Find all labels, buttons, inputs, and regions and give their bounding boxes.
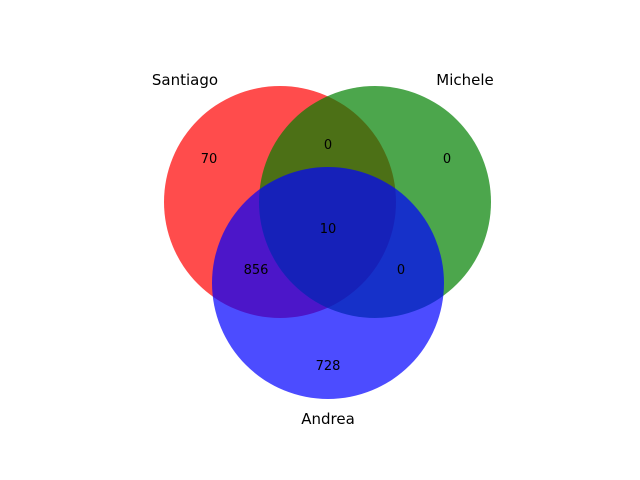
region-michele-only: 0 [443, 152, 451, 167]
set-label-andrea: Andrea [301, 410, 355, 428]
region-santiago-michele: 0 [324, 138, 332, 153]
region-santiago-andrea: 856 [244, 263, 269, 278]
region-santiago-only: 70 [201, 152, 218, 167]
region-all-three: 10 [320, 222, 337, 237]
set-label-santiago: Santiago [152, 71, 218, 89]
region-michele-andrea: 0 [397, 263, 405, 278]
region-andrea-only: 728 [316, 359, 341, 374]
set-label-michele: Michele [436, 71, 494, 89]
circle-andrea [212, 167, 444, 399]
